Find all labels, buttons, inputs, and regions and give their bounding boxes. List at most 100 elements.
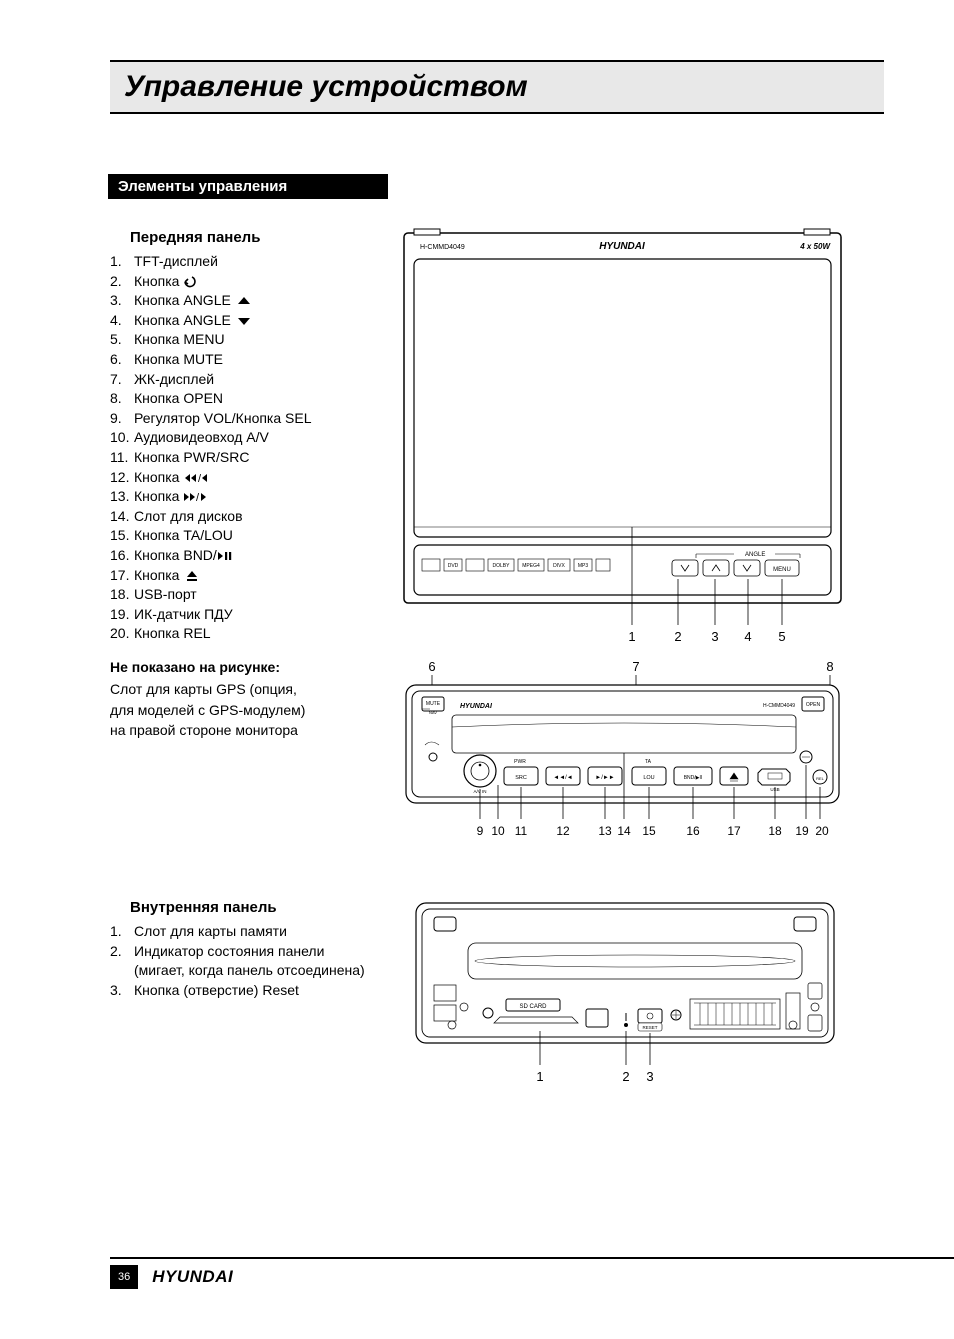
list-text: Кнопка ANGLE (134, 291, 253, 311)
svg-text:3: 3 (711, 629, 718, 644)
list-text: USB-порт (134, 585, 197, 605)
svg-text:LOU: LOU (643, 775, 654, 781)
list-text: Слот для карты памяти (134, 922, 287, 942)
list-text: TFT-дисплей (134, 252, 218, 272)
list-item: 3.Кнопка ANGLE (110, 291, 380, 311)
list-item: 3.Кнопка (отверстие) Reset (110, 981, 380, 1001)
svg-text:SD CARD: SD CARD (519, 1004, 547, 1010)
figure-inner: SD CARD RESET (410, 897, 840, 1097)
return-icon (183, 273, 201, 289)
figure-front-mid: 6 7 8 MUTE NAV (400, 657, 884, 857)
list-item: 15.Кнопка TA/LOU (110, 526, 380, 546)
svg-text:4: 4 (744, 629, 751, 644)
svg-text:16: 16 (686, 824, 700, 838)
svg-text:HYUNDAI: HYUNDAI (460, 703, 493, 710)
list-item: 12.Кнопка / (110, 468, 380, 488)
svg-text:10: 10 (491, 824, 505, 838)
svg-text:1: 1 (536, 1069, 543, 1084)
rew-icon: / (183, 469, 211, 485)
list-number: 2. (110, 272, 134, 292)
front-panel-text: Передняя панель 1.TFT-дисплей2.Кнопка 3.… (110, 227, 380, 740)
list-number: 3. (110, 981, 134, 1001)
list-text: (мигает, когда панель отсоединена) (134, 961, 365, 981)
svg-text:1: 1 (628, 629, 635, 644)
down-icon (235, 312, 253, 328)
list-number: 18. (110, 585, 134, 605)
section-heading: Элементы управления (108, 174, 388, 199)
svg-text:DVD: DVD (448, 563, 459, 569)
svg-text:13: 13 (598, 824, 612, 838)
svg-text:REL: REL (816, 776, 825, 781)
page-title-bar: Управление устройством (110, 60, 884, 114)
list-text: Кнопка / (134, 468, 211, 488)
list-item: 2.Индикатор состояния панели (110, 942, 380, 962)
list-number: 12. (110, 468, 134, 488)
svg-text:SRC: SRC (515, 775, 527, 781)
list-number: 20. (110, 624, 134, 644)
list-number: 19. (110, 605, 134, 625)
inner-panel-list: 1.Слот для карты памяти2.Индикатор состо… (110, 922, 380, 1000)
svg-text:/: / (198, 473, 202, 484)
svg-text:MENU: MENU (773, 567, 791, 573)
page-footer: 36 HYUNDAI (110, 1257, 954, 1289)
svg-text:19: 19 (795, 824, 809, 838)
svg-text:9: 9 (477, 824, 484, 838)
front-panel-figures: H-CMMD4049 HYUNDAI 4 x 50W DVD DOLBY MPE… (400, 227, 884, 857)
front-panel-heading: Передняя панель (110, 227, 380, 248)
not-shown-body: Слот для карты GPS (опция, для моделей с… (110, 679, 380, 740)
list-item: 11.Кнопка PWR/SRC (110, 448, 380, 468)
figure-front-top: H-CMMD4049 HYUNDAI 4 x 50W DVD DOLBY MPE… (400, 227, 884, 657)
svg-text:8: 8 (826, 659, 833, 674)
list-item: 20.Кнопка REL (110, 624, 380, 644)
svg-text:6: 6 (428, 659, 435, 674)
svg-text:3: 3 (646, 1069, 653, 1084)
svg-text:NAV: NAV (429, 710, 437, 715)
list-number: 11. (110, 448, 134, 468)
svg-text:MP3: MP3 (578, 563, 589, 569)
inner-panel-block: Внутренняя панель 1.Слот для карты памят… (110, 897, 884, 1097)
list-text: Кнопка ANGLE (134, 311, 253, 331)
svg-text:5: 5 (778, 629, 785, 644)
list-number: 1. (110, 252, 134, 272)
not-shown-line: на правой стороне монитора (110, 720, 380, 740)
list-number (110, 961, 134, 981)
list-item: 9.Регулятор VOL/Кнопка SEL (110, 409, 380, 429)
eject-icon (183, 567, 201, 583)
svg-text:DOLBY: DOLBY (493, 563, 511, 569)
list-text: Кнопка (134, 272, 201, 292)
list-item: 17.Кнопка (110, 566, 380, 586)
svg-text:14: 14 (617, 824, 631, 838)
svg-text:11: 11 (515, 824, 528, 838)
front-panel-block: Передняя панель 1.TFT-дисплей2.Кнопка 3.… (110, 227, 884, 857)
list-text: ЖК-дисплей (134, 370, 214, 390)
list-text: Кнопка / (134, 487, 211, 507)
label-brand: HYUNDAI (599, 241, 645, 252)
front-panel-list: 1.TFT-дисплей2.Кнопка 3.Кнопка ANGLE 4.К… (110, 252, 380, 644)
label-model: H-CMMD4049 (420, 244, 465, 251)
list-number: 6. (110, 350, 134, 370)
list-number: 4. (110, 311, 134, 331)
list-number: 5. (110, 330, 134, 350)
list-item: 16.Кнопка BND/ (110, 546, 380, 566)
manual-page: Управление устройством Элементы управлен… (0, 0, 954, 1339)
svg-text:RESET: RESET (642, 1025, 657, 1030)
list-text: Кнопка PWR/SRC (134, 448, 249, 468)
svg-text:12: 12 (556, 824, 570, 838)
svg-text:◄◄/◄: ◄◄/◄ (553, 775, 572, 781)
list-item: 1.TFT-дисплей (110, 252, 380, 272)
list-number: 9. (110, 409, 134, 429)
up-icon (235, 292, 253, 308)
svg-text:PWR: PWR (514, 759, 526, 765)
list-text: Слот для дисков (134, 507, 243, 527)
list-item: 4.Кнопка ANGLE (110, 311, 380, 331)
list-number: 3. (110, 291, 134, 311)
list-number: 2. (110, 942, 134, 962)
svg-text:OPEN: OPEN (806, 702, 821, 708)
svg-text:2: 2 (622, 1069, 629, 1084)
list-number: 10. (110, 428, 134, 448)
svg-text:17: 17 (727, 824, 741, 838)
list-number: 7. (110, 370, 134, 390)
list-item: 19.ИК-датчик ПДУ (110, 605, 380, 625)
list-item: 13.Кнопка / (110, 487, 380, 507)
inner-panel-heading: Внутренняя панель (110, 897, 380, 918)
